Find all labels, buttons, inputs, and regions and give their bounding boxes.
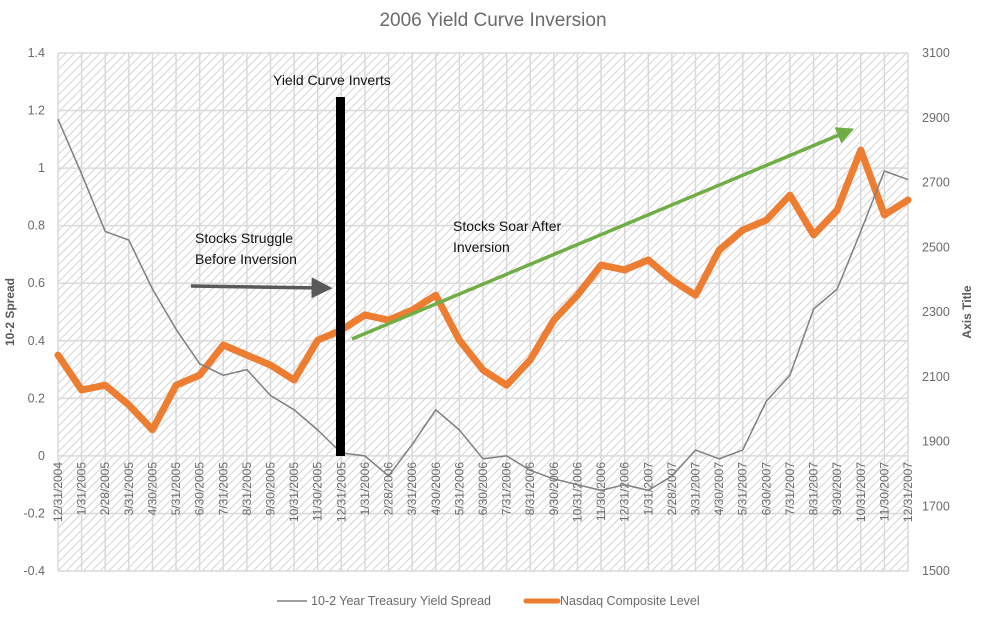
x-tick-label: 3/31/2006: [405, 462, 419, 516]
x-tick-label: 3/31/2005: [122, 462, 136, 516]
y-axis-title: 10-2 Spread: [3, 278, 17, 346]
y-tick-label: 0: [38, 449, 45, 463]
x-tick-label: 9/30/2005: [264, 462, 278, 516]
x-tick-label: 4/30/2007: [712, 462, 726, 516]
annotation-stocks-soar-line2: Inversion: [453, 239, 510, 255]
x-tick-label: 11/30/2007: [877, 462, 891, 521]
y2-tick-label: 3100: [922, 46, 950, 60]
y-tick-label: 1: [38, 161, 45, 175]
y2-tick-label: 2900: [922, 111, 950, 125]
y2-axis-title: Axis Title: [960, 285, 974, 338]
y2-tick-label: 1900: [922, 435, 950, 449]
y2-tick-label: 1700: [922, 499, 950, 513]
x-tick-label: 8/31/2006: [523, 462, 537, 516]
struggle-arrow: [190, 277, 333, 299]
annotation-yield-curve-inverts: Yield Curve Inverts: [273, 72, 391, 88]
y-tick-label: 0.4: [28, 334, 45, 348]
x-tick-label: 2/28/2005: [98, 462, 112, 516]
y2-tick-label: 2100: [922, 370, 950, 384]
x-tick-label: 5/31/2007: [736, 462, 750, 516]
x-tick-label: 6/30/2005: [193, 462, 207, 516]
x-tick-label: 8/31/2005: [240, 462, 254, 516]
soar-arrow: [351, 127, 855, 341]
y2-tick-label: 2500: [922, 240, 950, 254]
inversion-marker-bar: [336, 97, 345, 456]
x-tick-label: 5/31/2005: [169, 462, 183, 516]
y-tick-label: 0.6: [28, 276, 45, 290]
x-tick-label: 10/31/2007: [854, 462, 868, 522]
y-tick-label: 0.2: [28, 391, 45, 405]
y-tick-label: -0.4: [23, 564, 45, 578]
x-tick-label: 12/31/2007: [901, 462, 915, 522]
x-tick-label: 4/30/2005: [145, 462, 159, 516]
annotation-stocks-struggle-line1: Stocks Struggle: [195, 230, 293, 246]
x-tick-label: 3/31/2007: [689, 462, 703, 516]
y-tick-label: 0.8: [28, 219, 45, 233]
x-tick-label: 7/31/2007: [783, 462, 797, 516]
y-tick-label: 1.4: [28, 46, 45, 60]
legend-label-spread: 10-2 Year Treasury Yield Spread: [311, 594, 491, 608]
x-tick-label: 1/31/2007: [641, 462, 655, 516]
x-tick-label: 7/31/2005: [216, 462, 230, 516]
x-tick-label: 12/31/2005: [334, 462, 348, 522]
x-tick-label: 6/30/2006: [476, 462, 490, 516]
legend-label-nasdaq: Nasdaq Composite Level: [560, 594, 700, 608]
y-axis-right: 3100 2900 2700 2500 2300 2100 1900 1700 1500: [922, 46, 950, 578]
x-tick-label: 10/31/2006: [570, 462, 584, 522]
x-tick-label: 6/30/2007: [759, 462, 773, 516]
legend: 10-2 Year Treasury Yield Spread Nasdaq C…: [277, 594, 700, 608]
annotation-stocks-soar-line1: Stocks Soar After: [453, 218, 561, 234]
y-tick-label: -0.2: [23, 506, 45, 520]
annotation-stocks-struggle-line2: Before Inversion: [195, 251, 297, 267]
x-tick-label: 9/30/2006: [547, 462, 561, 516]
y2-tick-label: 1500: [922, 564, 950, 578]
x-tick-label: 12/31/2006: [618, 462, 632, 522]
x-tick-label: 1/31/2006: [358, 462, 372, 516]
x-tick-label: 8/31/2007: [807, 462, 821, 516]
y2-tick-label: 2300: [922, 305, 950, 319]
x-tick-label: 12/31/2004: [51, 462, 65, 522]
x-tick-label: 4/30/2006: [429, 462, 443, 516]
x-tick-label: 5/31/2006: [452, 462, 466, 516]
x-tick-label: 9/30/2007: [830, 462, 844, 516]
x-tick-label: 11/30/2005: [311, 462, 325, 521]
x-tick-label: 2/28/2006: [382, 462, 396, 516]
y2-tick-label: 2700: [922, 176, 950, 190]
x-tick-label: 1/31/2005: [75, 462, 89, 516]
x-tick-label: 11/30/2006: [594, 462, 608, 521]
y-tick-label: 1.2: [28, 104, 45, 118]
x-tick-label: 10/31/2005: [287, 462, 301, 522]
chart-title: 2006 Yield Curve Inversion: [379, 10, 606, 31]
series-group: [54, 118, 912, 492]
x-axis: 12/31/2004 1/31/2005 2/28/2005 3/31/2005 4/3…: [51, 462, 915, 522]
x-tick-label: 2/28/2007: [665, 462, 679, 516]
x-tick-label: 7/31/2006: [500, 462, 514, 516]
y-axis-left: 1.4 1.2 1 0.8 0.6 0.4 0.2 0 -0.2 -0.4: [23, 46, 45, 578]
